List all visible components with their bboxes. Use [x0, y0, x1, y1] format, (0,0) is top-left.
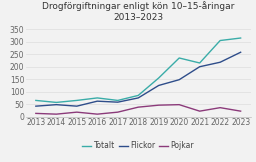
- Totalt: [239, 37, 242, 39]
- Flickor: [116, 101, 119, 103]
- Flickor: [137, 97, 140, 99]
- Title: Drogförgiftningar enligt kön 10–15-åringar
2013–2023: Drogförgiftningar enligt kön 10–15-åring…: [42, 1, 234, 22]
- Pojkar: [137, 106, 140, 108]
- Pojkar: [219, 107, 222, 109]
- Totalt: [75, 99, 78, 101]
- Line: Pojkar: Pojkar: [36, 105, 241, 114]
- Pojkar: [96, 113, 99, 115]
- Totalt: [178, 57, 181, 59]
- Totalt: [96, 97, 99, 99]
- Flickor: [219, 61, 222, 63]
- Flickor: [198, 66, 201, 68]
- Pojkar: [178, 104, 181, 106]
- Flickor: [178, 79, 181, 81]
- Pojkar: [116, 111, 119, 113]
- Totalt: [116, 99, 119, 101]
- Flickor: [75, 105, 78, 107]
- Flickor: [34, 105, 37, 107]
- Flickor: [157, 84, 160, 86]
- Totalt: [198, 62, 201, 64]
- Totalt: [55, 101, 58, 103]
- Pojkar: [198, 110, 201, 112]
- Flickor: [96, 100, 99, 102]
- Flickor: [239, 51, 242, 53]
- Pojkar: [55, 113, 58, 115]
- Totalt: [219, 40, 222, 41]
- Flickor: [55, 104, 58, 106]
- Totalt: [137, 94, 140, 96]
- Line: Totalt: Totalt: [36, 38, 241, 102]
- Pojkar: [239, 110, 242, 112]
- Line: Flickor: Flickor: [36, 52, 241, 106]
- Pojkar: [34, 112, 37, 114]
- Legend: Totalt, Flickor, Pojkar: Totalt, Flickor, Pojkar: [79, 138, 197, 153]
- Totalt: [157, 77, 160, 79]
- Pojkar: [157, 104, 160, 106]
- Pojkar: [75, 111, 78, 113]
- Totalt: [34, 99, 37, 101]
